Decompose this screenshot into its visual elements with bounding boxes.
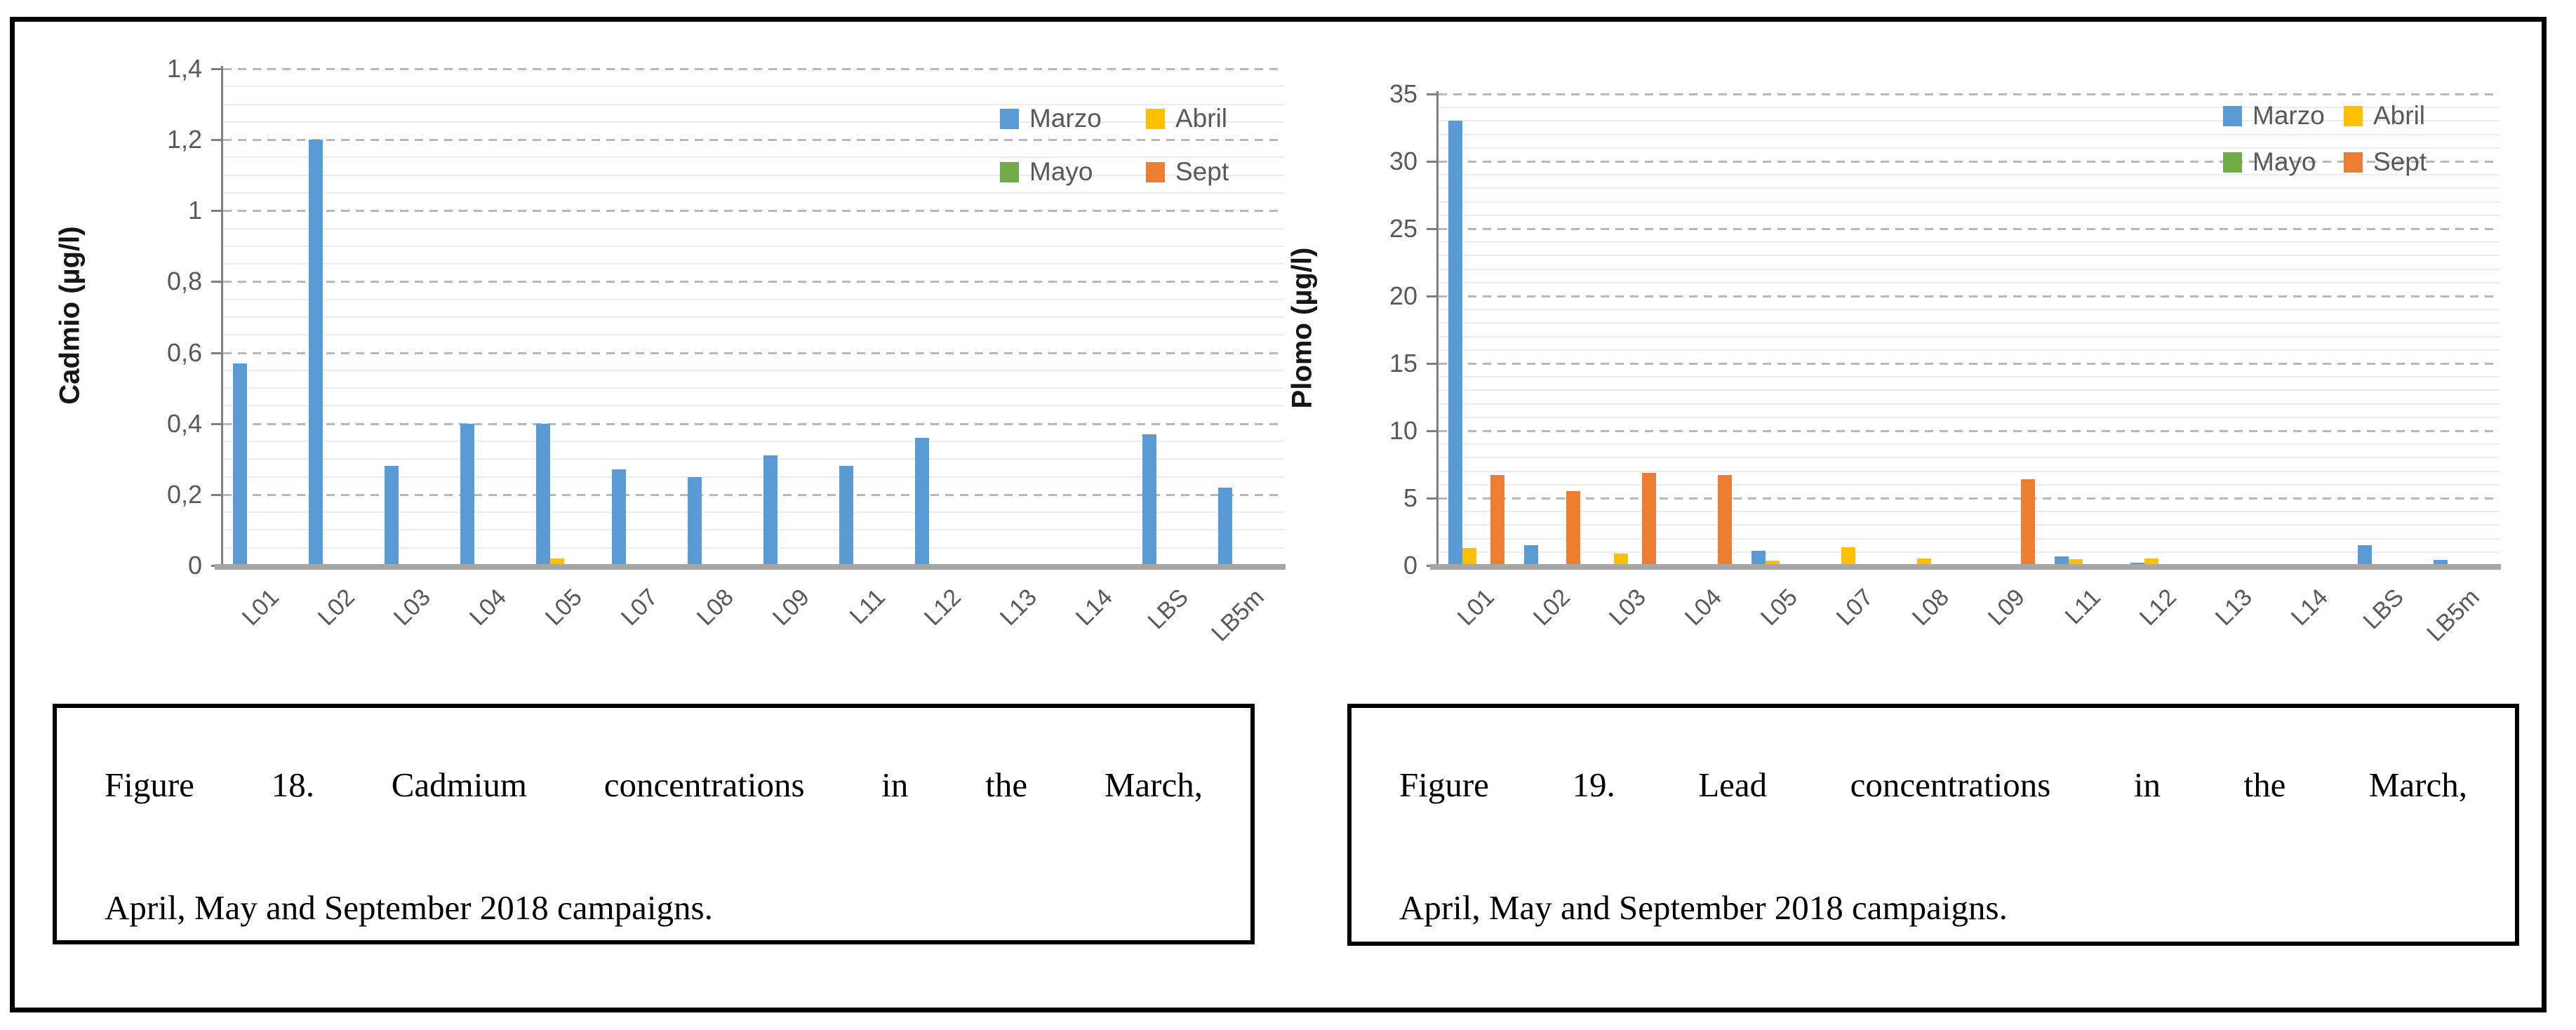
figure-18-caption-line-1: Figure 18. Cadmium concentrations in the… — [105, 765, 1203, 804]
figure-18-caption-line-2: April, May and September 2018 campaigns. — [105, 888, 713, 927]
figure-19-caption-line-2: April, May and September 2018 campaigns. — [1399, 888, 2008, 927]
figure-18-caption-box: Figure 18. Cadmium concentrations in the… — [53, 704, 1255, 944]
figure-19-caption-box: Figure 19. Lead concentrations in the Ma… — [1347, 704, 2519, 946]
figure-19-caption-line-1: Figure 19. Lead concentrations in the Ma… — [1399, 765, 2467, 804]
